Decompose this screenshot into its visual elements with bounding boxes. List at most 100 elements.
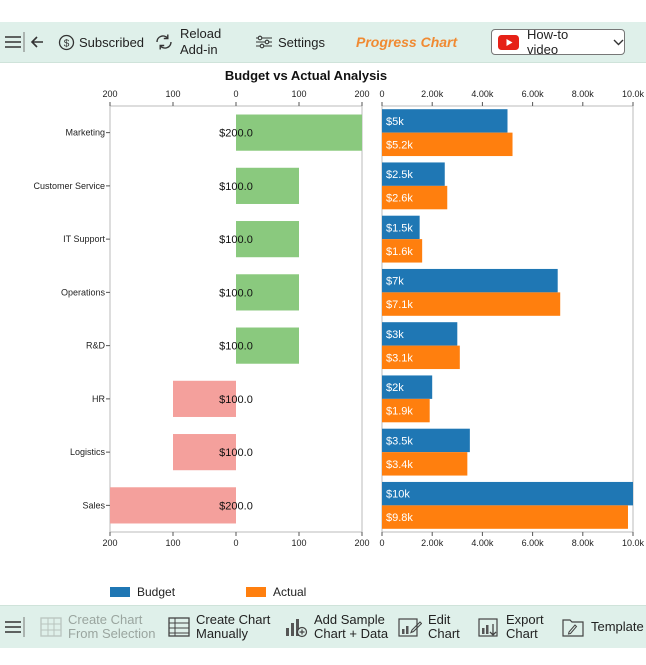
back-arrow-icon[interactable] xyxy=(29,22,45,62)
category-label: Marketing xyxy=(65,128,105,138)
create-from-selection-line1: Create Chart xyxy=(68,612,143,627)
variance-bar xyxy=(236,221,299,258)
legend-budget-swatch xyxy=(110,587,130,597)
template-button[interactable]: Template xyxy=(561,610,644,644)
youtube-icon xyxy=(498,34,519,50)
budget-bar xyxy=(382,268,558,293)
bottom-toolbar: Create Chart From Selection Create Chart… xyxy=(0,605,646,648)
variance-top-tick-label: 100 xyxy=(165,89,180,99)
actual-bar xyxy=(382,239,423,263)
variance-bar xyxy=(173,380,236,417)
variance-bar-label: $100.0 xyxy=(219,341,253,353)
variance-bar xyxy=(173,434,236,471)
variance-bar xyxy=(236,167,299,204)
export-chart-line1: Export xyxy=(506,612,544,627)
template-icon xyxy=(561,616,585,638)
category-label: Logistics xyxy=(70,447,106,457)
export-chart-button[interactable]: Export Chart xyxy=(478,610,544,644)
edit-chart-line1: Edit xyxy=(428,612,451,627)
variance-bottom-tick-label: 100 xyxy=(291,538,306,548)
actual-bar-label: $3.1k xyxy=(386,352,413,364)
legend-actual: Actual xyxy=(246,585,306,599)
create-manually-button[interactable]: Create Chart Manually xyxy=(168,610,270,644)
export-chart-line2: Chart xyxy=(506,626,538,641)
reload-label-line2: Add-in xyxy=(180,42,218,57)
create-from-selection-button[interactable]: Create Chart From Selection xyxy=(40,610,155,644)
edit-chart-button[interactable]: Edit Chart xyxy=(398,610,460,644)
add-sample-line1: Add Sample xyxy=(314,612,385,627)
value-top-tick-label: 6.00k xyxy=(522,89,545,99)
variance-bar xyxy=(110,487,236,524)
variance-bar xyxy=(236,114,362,151)
legend-actual-swatch xyxy=(246,587,266,597)
dollar-circle-icon: $ xyxy=(58,34,75,51)
variance-bottom-tick-label: 200 xyxy=(102,538,117,548)
budget-bar xyxy=(382,162,445,186)
value-top-tick-label: 8.00k xyxy=(572,89,595,99)
variance-bar xyxy=(236,327,299,364)
export-chart-icon xyxy=(478,616,500,638)
variance-top-tick-label: 200 xyxy=(102,89,117,99)
subscribed-button[interactable]: $ Subscribed xyxy=(58,22,144,62)
create-manually-line1: Create Chart xyxy=(196,612,271,627)
category-label: Sales xyxy=(82,500,105,510)
bottom-menu-icon[interactable] xyxy=(4,610,22,644)
add-sample-button[interactable]: Add Sample Chart + Data xyxy=(284,610,388,644)
budget-bar xyxy=(382,428,470,453)
budget-bar-label: $2.5k xyxy=(386,169,413,181)
progress-chart-link[interactable]: Progress Chart xyxy=(356,22,457,62)
actual-bar-label: $2.6k xyxy=(386,193,413,205)
settings-button[interactable]: Settings xyxy=(255,22,325,62)
svg-text:$: $ xyxy=(64,38,70,49)
actual-bar xyxy=(382,345,460,370)
legend-actual-label: Actual xyxy=(273,585,307,599)
budget-bar xyxy=(382,375,433,399)
chart-title: Budget vs Actual Analysis xyxy=(225,68,387,83)
variance-bottom-tick-label: 100 xyxy=(165,538,180,548)
reload-label-line1: Reload xyxy=(180,26,222,41)
value-top-tick-label: 10.0k xyxy=(622,89,645,99)
variance-bar-label: $100.0 xyxy=(219,181,253,193)
top-toolbar: $ Subscribed Reload Add-in Settings Prog… xyxy=(0,22,646,63)
bottom-divider xyxy=(23,610,25,644)
howto-label: How-to video xyxy=(527,27,569,57)
variance-bar-label: $200.0 xyxy=(219,128,253,140)
variance-bar xyxy=(236,274,299,311)
variance-top-tick-label: 0 xyxy=(233,89,238,99)
budget-actual-plot-frame xyxy=(381,105,634,533)
legend-budget-label: Budget xyxy=(137,585,176,599)
template-label: Template xyxy=(591,619,644,634)
actual-bar xyxy=(382,398,430,423)
budget-vs-actual-chart: Budget vs Actual Analysis 200 200 100 100 0 0… xyxy=(33,68,645,548)
chevron-down-icon xyxy=(613,39,624,46)
actual-bar-label: $3.4k xyxy=(386,459,413,471)
variance-top-tick-label: 200 xyxy=(354,89,369,99)
budget-bar xyxy=(382,215,420,240)
actual-bar-label: $9.8k xyxy=(386,512,413,524)
budget-bar-label: $1.5k xyxy=(386,222,413,234)
edit-chart-line2: Chart xyxy=(428,626,460,641)
menu-icon[interactable] xyxy=(4,22,22,62)
budget-bar-label: $3k xyxy=(386,329,404,341)
budget-bar xyxy=(382,109,508,133)
actual-bar-label: $7.1k xyxy=(386,299,413,311)
budget-bar-label: $2k xyxy=(386,382,404,394)
reload-addin-button[interactable]: Reload Add-in xyxy=(154,22,221,62)
legend-budget: Budget xyxy=(110,585,175,599)
edit-chart-icon xyxy=(398,616,422,638)
progress-chart-label: Progress Chart xyxy=(356,34,458,50)
value-top-tick-label: 4.00k xyxy=(471,89,494,99)
settings-label: Settings xyxy=(278,34,325,50)
actual-bar-label: $5.2k xyxy=(386,139,413,151)
value-bottom-tick-label: 10.0k xyxy=(622,538,645,548)
refresh-icon xyxy=(154,33,174,51)
sliders-icon xyxy=(255,34,273,50)
table-select-icon xyxy=(40,616,62,638)
value-top-tick-label: 0 xyxy=(379,89,384,99)
budget-bar-label: $7k xyxy=(386,276,404,288)
howto-video-dropdown[interactable]: How-to video xyxy=(491,27,625,57)
category-label: HR xyxy=(92,394,105,404)
actual-bar xyxy=(382,505,628,529)
category-label: IT Support xyxy=(63,234,105,244)
variance-bar-label: $200.0 xyxy=(219,500,253,512)
